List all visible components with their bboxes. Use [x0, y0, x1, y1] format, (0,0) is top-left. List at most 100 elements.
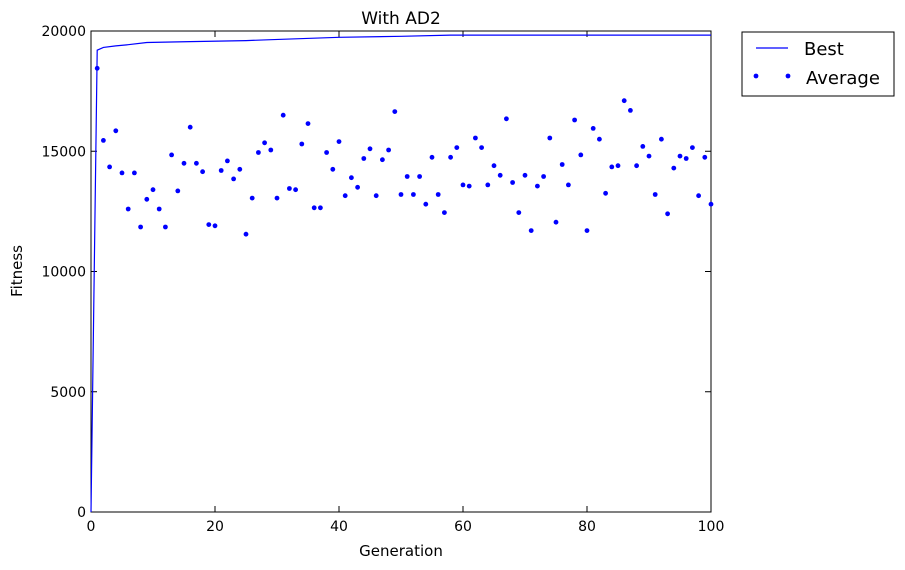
- average-point: [355, 184, 360, 190]
- average-point: [590, 125, 596, 131]
- average-point: [497, 172, 503, 178]
- average-point: [293, 187, 298, 193]
- average-point: [262, 140, 267, 146]
- y-axis-label: Fitness: [8, 245, 26, 297]
- x-tick-label: 20: [206, 519, 224, 535]
- average-point: [311, 205, 317, 211]
- average-point: [479, 145, 484, 151]
- average-point: [652, 192, 658, 197]
- average-point: [330, 166, 336, 172]
- x-tick-label: 40: [330, 519, 348, 535]
- average-point: [541, 174, 546, 179]
- average-point: [305, 121, 311, 126]
- average-point: [107, 164, 112, 170]
- average-point: [274, 195, 280, 201]
- average-point: [621, 98, 627, 104]
- average-point: [417, 174, 422, 179]
- average-point: [94, 65, 100, 71]
- average-point: [231, 176, 237, 182]
- average-point: [132, 170, 137, 176]
- average-point: [473, 135, 478, 141]
- x-tick-label: 0: [87, 519, 96, 535]
- average-point: [584, 228, 590, 234]
- series-layer: [90, 34, 714, 513]
- average-point: [156, 206, 162, 212]
- average-point: [367, 146, 373, 152]
- average-point: [243, 231, 249, 237]
- average-point: [138, 224, 144, 230]
- average-point: [609, 164, 615, 170]
- y-tick-label: 0: [77, 505, 86, 521]
- average-point: [429, 154, 435, 160]
- average-point: [572, 117, 577, 123]
- average-point: [528, 228, 534, 234]
- average-point: [101, 138, 106, 143]
- average-point: [187, 124, 193, 130]
- average-point: [683, 156, 689, 161]
- average-point: [249, 195, 255, 201]
- average-point: [225, 158, 230, 164]
- x-tick-label: 60: [454, 519, 472, 535]
- average-point: [547, 135, 553, 141]
- average-point: [559, 162, 565, 167]
- average-point: [256, 150, 261, 155]
- average-point: [404, 174, 410, 179]
- average-point: [690, 145, 695, 151]
- average-point: [665, 211, 670, 217]
- average-point: [504, 116, 509, 122]
- series-line-best: [90, 34, 711, 513]
- plot-frame: [90, 30, 712, 513]
- average-point: [491, 163, 497, 169]
- average-point: [380, 157, 385, 163]
- average-point: [200, 169, 206, 175]
- average-point: [516, 210, 522, 216]
- average-point: [218, 168, 224, 173]
- legend-box: [741, 31, 895, 97]
- average-point: [671, 165, 677, 171]
- average-point: [677, 153, 683, 159]
- average-point: [510, 180, 515, 185]
- average-point: [435, 192, 441, 197]
- average-point: [634, 163, 639, 169]
- y-tick-label: 10000: [41, 265, 86, 281]
- average-point: [336, 139, 342, 145]
- average-point: [324, 150, 329, 155]
- chart-title: With AD2: [361, 9, 441, 29]
- average-point: [702, 154, 708, 160]
- average-point: [194, 160, 199, 166]
- average-point: [603, 190, 608, 196]
- plot-area: 0 20 40 60 80 100 0 5000 10000 15000 20000: [41, 24, 724, 535]
- average-point: [615, 163, 621, 169]
- average-point: [125, 206, 131, 212]
- average-point: [553, 219, 559, 225]
- average-point: [696, 193, 701, 199]
- average-point: [299, 141, 305, 147]
- average-point: [646, 153, 652, 159]
- average-point: [280, 112, 286, 118]
- average-point: [361, 156, 367, 161]
- average-point: [386, 147, 391, 153]
- average-point: [175, 188, 181, 194]
- average-point: [423, 201, 429, 207]
- y-tick-label: 15000: [41, 144, 86, 160]
- average-point: [169, 152, 175, 158]
- legend-average-swatch-1: [753, 73, 759, 79]
- average-point: [392, 109, 398, 114]
- average-point: [119, 170, 125, 176]
- average-point: [578, 152, 584, 158]
- average-point: [708, 201, 714, 207]
- average-point: [522, 172, 528, 178]
- average-point: [454, 145, 460, 151]
- axis-ticks: 0 20 40 60 80 100 0 5000 10000 15000 20000: [41, 24, 724, 535]
- average-point: [212, 223, 218, 229]
- average-point: [144, 196, 150, 202]
- y-tick-label: 5000: [50, 385, 86, 401]
- y-tick-label: 20000: [41, 24, 86, 40]
- average-point: [163, 224, 168, 230]
- average-point: [597, 136, 602, 142]
- average-point: [181, 160, 187, 166]
- legend: Best Average: [741, 31, 895, 97]
- legend-average-swatch-2: [785, 73, 791, 79]
- average-point: [268, 147, 274, 153]
